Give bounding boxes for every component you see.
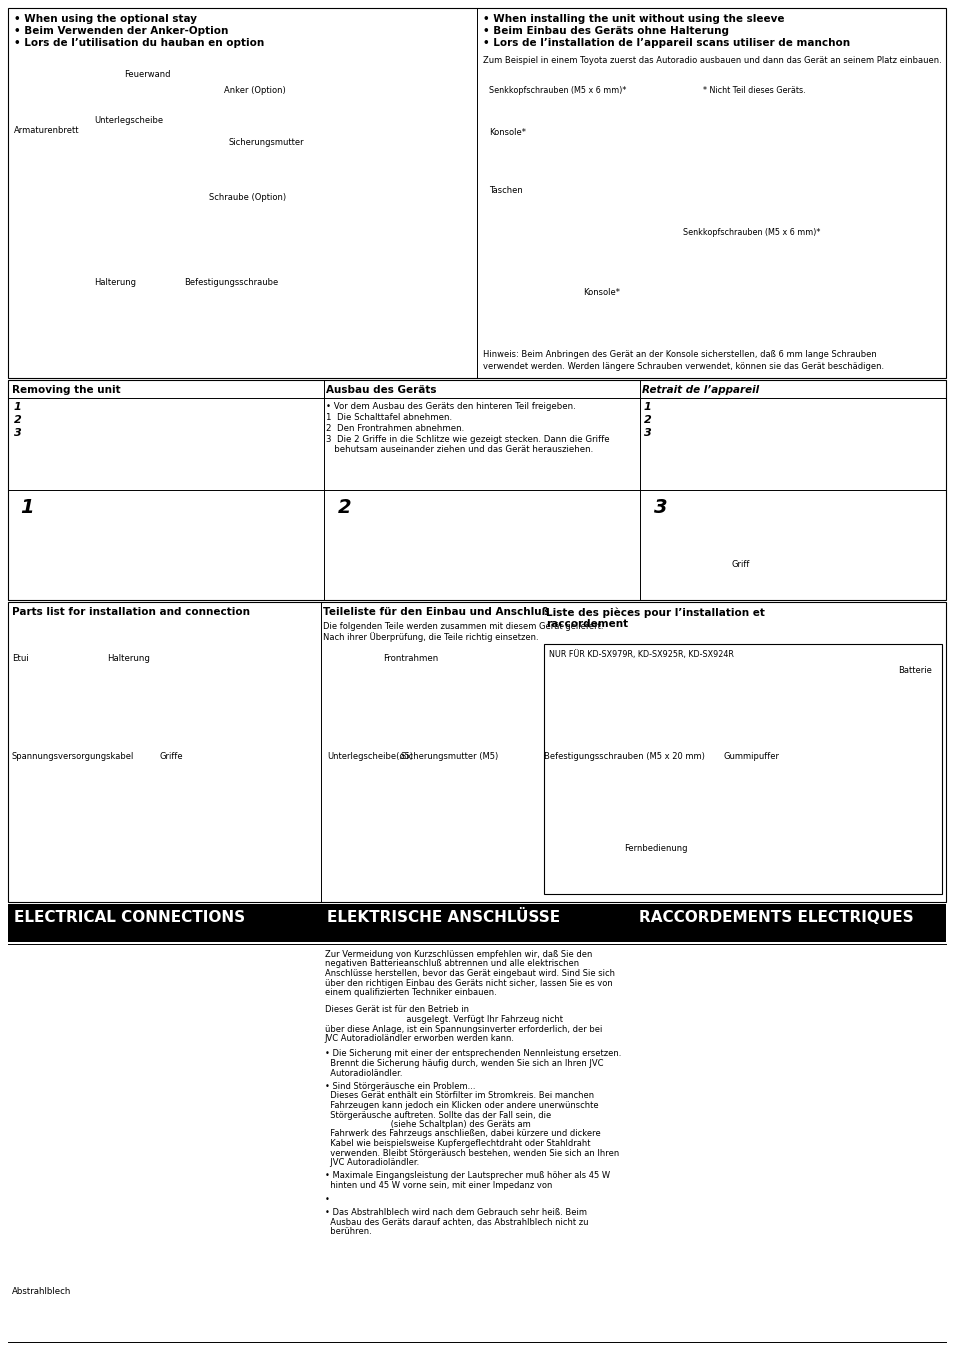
Text: Kabel wie beispielsweise Kupfergeflechtdraht oder Stahldraht: Kabel wie beispielsweise Kupfergeflechtd… [324, 1139, 590, 1147]
Text: Anker (Option): Anker (Option) [224, 86, 286, 95]
Text: Spannungsversorgungskabel: Spannungsversorgungskabel [12, 752, 134, 761]
Text: 2: 2 [337, 498, 352, 517]
Text: negativen Batterieanschluß abtrennen und alle elektrischen: negativen Batterieanschluß abtrennen und… [324, 960, 578, 968]
Text: Retrait de l’appareil: Retrait de l’appareil [641, 385, 759, 396]
Text: Schraube (Option): Schraube (Option) [209, 193, 286, 202]
Text: Liste des pièces pour l’installation et: Liste des pièces pour l’installation et [545, 608, 764, 617]
Text: 3  Die 2 Griffe in die Schlitze wie gezeigt stecken. Dann die Griffe
   behutsam: 3 Die 2 Griffe in die Schlitze wie gezei… [326, 435, 609, 455]
Bar [8, 904, 320, 942]
Text: einem qualifizierten Techniker einbauen.: einem qualifizierten Techniker einbauen. [324, 988, 496, 998]
Bar [633, 904, 945, 942]
Text: Batterie: Batterie [897, 666, 931, 675]
Text: • When using the optional stay: • When using the optional stay [14, 14, 196, 24]
Text: Nach ihrer Überprüfung, die Teile richtig einsetzen.: Nach ihrer Überprüfung, die Teile richti… [323, 632, 538, 641]
Text: Halterung: Halterung [107, 653, 150, 663]
Text: JVC Autoradioländler erworben werden kann.: JVC Autoradioländler erworben werden kan… [324, 1034, 514, 1044]
Text: Griff: Griff [731, 560, 750, 568]
Text: • Lors de l’installation de l’appareil scans utiliser de manchon: • Lors de l’installation de l’appareil s… [482, 38, 849, 49]
Text: NUR FÜR KD-SX979R, KD-SX925R, KD-SX924R: NUR FÜR KD-SX979R, KD-SX925R, KD-SX924R [548, 649, 733, 659]
Text: •: • [324, 1195, 329, 1203]
Text: Teileliste für den Einbau und Anschluß: Teileliste für den Einbau und Anschluß [323, 608, 549, 617]
Text: • Beim Verwenden der Anker-Option: • Beim Verwenden der Anker-Option [14, 26, 228, 36]
Text: Fernbedienung: Fernbedienung [623, 844, 687, 853]
Text: Brennt die Sicherung häufig durch, wenden Sie sich an Ihren JVC: Brennt die Sicherung häufig durch, wende… [324, 1058, 602, 1068]
Text: Frontrahmen: Frontrahmen [382, 653, 437, 663]
Text: Fahrwerk des Fahrzeugs anschließen, dabei kürzere und dickere: Fahrwerk des Fahrzeugs anschließen, dabe… [324, 1130, 599, 1138]
Text: Fahrzeugen kann jedoch ein Klicken oder andere unerwünschte: Fahrzeugen kann jedoch ein Klicken oder … [324, 1102, 598, 1110]
Text: Feuerwand: Feuerwand [124, 70, 171, 80]
Text: Die folgenden Teile werden zusammen mit diesem Gerät geliefert.: Die folgenden Teile werden zusammen mit … [323, 622, 603, 630]
Text: Konsole*: Konsole* [582, 288, 619, 297]
Text: • Vor dem Ausbau des Geräts den hinteren Teil freigeben.: • Vor dem Ausbau des Geräts den hinteren… [326, 402, 576, 410]
Text: * Nicht Teil dieses Geräts.: * Nicht Teil dieses Geräts. [702, 86, 804, 95]
Bar [8, 8, 945, 378]
Text: JVC Autoradioländler.: JVC Autoradioländler. [324, 1158, 418, 1166]
Text: Zum Beispiel in einem Toyota zuerst das Autoradio ausbauen und dann das Gerät an: Zum Beispiel in einem Toyota zuerst das … [482, 55, 941, 65]
Text: verwendet werden. Werden längere Schrauben verwendet, können sie das Gerät besch: verwendet werden. Werden längere Schraub… [482, 362, 883, 371]
Text: Sicherungsmutter: Sicherungsmutter [229, 138, 304, 147]
Text: Parts list for installation and connection: Parts list for installation and connecti… [12, 608, 250, 617]
Text: raccordement: raccordement [545, 620, 627, 629]
Text: ELEKTRISCHE ANSCHLÜSSE: ELEKTRISCHE ANSCHLÜSSE [326, 910, 559, 925]
Text: Taschen: Taschen [489, 186, 522, 194]
Text: Senkkopfschrauben (M5 x 6 mm)*: Senkkopfschrauben (M5 x 6 mm)* [682, 228, 820, 238]
Text: • Maximale Eingangsleistung der Lautsprecher muß höher als 45 W: • Maximale Eingangsleistung der Lautspre… [324, 1172, 609, 1180]
Text: 2: 2 [14, 414, 22, 425]
Text: • Die Sicherung mit einer der entsprechenden Nennleistung ersetzen.: • Die Sicherung mit einer der entspreche… [324, 1049, 620, 1058]
Text: ausgelegt. Verfügt Ihr Fahrzeug nicht: ausgelegt. Verfügt Ihr Fahrzeug nicht [324, 1015, 562, 1025]
Text: 3: 3 [14, 428, 22, 437]
Text: 3: 3 [654, 498, 667, 517]
Text: über diese Anlage, ist ein Spannungsinverter erforderlich, der bei: über diese Anlage, ist ein Spannungsinve… [324, 1025, 601, 1034]
Text: 1: 1 [14, 402, 22, 412]
Text: Etui: Etui [12, 653, 29, 663]
Text: • Lors de l’utilisation du hauban en option: • Lors de l’utilisation du hauban en opt… [14, 38, 264, 49]
Bar [8, 379, 945, 599]
Text: Halterung: Halterung [94, 278, 136, 288]
Text: Störgeräusche auftreten. Sollte das der Fall sein, die: Störgeräusche auftreten. Sollte das der … [324, 1111, 550, 1119]
Text: Abstrahlblech: Abstrahlblech [12, 1287, 71, 1296]
Text: Autoradioländler.: Autoradioländler. [324, 1068, 402, 1077]
Text: Zur Vermeidung von Kurzschlüssen empfehlen wir, daß Sie den: Zur Vermeidung von Kurzschlüssen empfehl… [324, 950, 592, 958]
Text: 1: 1 [20, 498, 33, 517]
Text: Befestigungsschrauben (M5 x 20 mm): Befestigungsschrauben (M5 x 20 mm) [543, 752, 704, 761]
Text: Hinweis: Beim Anbringen des Gerät an der Konsole sicherstellen, daß 6 mm lange S: Hinweis: Beim Anbringen des Gerät an der… [482, 350, 876, 359]
Text: • When installing the unit without using the sleeve: • When installing the unit without using… [482, 14, 783, 24]
Text: Sicherungsmutter (M5): Sicherungsmutter (M5) [400, 752, 497, 761]
Text: Ausbau des Geräts: Ausbau des Geräts [326, 385, 436, 396]
Text: • Sind Störgeräusche ein Problem...: • Sind Störgeräusche ein Problem... [324, 1081, 475, 1091]
Text: 1  Die Schalttafel abnehmen.: 1 Die Schalttafel abnehmen. [326, 413, 452, 423]
Text: Unterlegscheibe: Unterlegscheibe [94, 116, 163, 126]
Text: 2: 2 [643, 414, 651, 425]
Text: (siehe Schaltplan) des Geräts am: (siehe Schaltplan) des Geräts am [324, 1120, 530, 1129]
Text: Unterlegscheibe(ø5): Unterlegscheibe(ø5) [327, 752, 413, 761]
Text: 1: 1 [643, 402, 651, 412]
Text: 2  Den Frontrahmen abnehmen.: 2 Den Frontrahmen abnehmen. [326, 424, 464, 433]
Text: hinten und 45 W vorne sein, mit einer Impedanz von: hinten und 45 W vorne sein, mit einer Im… [324, 1181, 552, 1189]
Text: berühren.: berühren. [324, 1227, 371, 1237]
Text: • Beim Einbau des Geräts ohne Halterung: • Beim Einbau des Geräts ohne Halterung [482, 26, 728, 36]
Text: Griffe: Griffe [160, 752, 183, 761]
Bar [543, 644, 941, 894]
Text: Ausbau des Geräts darauf achten, das Abstrahlblech nicht zu: Ausbau des Geräts darauf achten, das Abs… [324, 1218, 588, 1227]
Bar [8, 602, 945, 902]
Text: Anschlüsse herstellen, bevor das Gerät eingebaut wird. Sind Sie sich: Anschlüsse herstellen, bevor das Gerät e… [324, 969, 614, 977]
Text: Konsole*: Konsole* [489, 128, 525, 136]
Text: über den richtigen Einbau des Geräts nicht sicher, lassen Sie es von: über den richtigen Einbau des Geräts nic… [324, 979, 612, 987]
Text: • Das Abstrahlblech wird nach dem Gebrauch sehr heiß. Beim: • Das Abstrahlblech wird nach dem Gebrau… [324, 1208, 586, 1216]
Text: Senkkopfschrauben (M5 x 6 mm)*: Senkkopfschrauben (M5 x 6 mm)* [489, 86, 626, 95]
Text: Befestigungsschraube: Befestigungsschraube [184, 278, 278, 288]
Text: Gummipuffer: Gummipuffer [723, 752, 780, 761]
Bar [320, 904, 633, 942]
Text: Removing the unit: Removing the unit [12, 385, 120, 396]
Text: ELECTRICAL CONNECTIONS: ELECTRICAL CONNECTIONS [14, 910, 245, 925]
Text: Dieses Gerät ist für den Betrieb in: Dieses Gerät ist für den Betrieb in [324, 1006, 468, 1014]
Text: Armaturenbrett: Armaturenbrett [14, 126, 79, 135]
Text: Dieses Gerät enthält ein Störfilter im Stromkreis. Bei manchen: Dieses Gerät enthält ein Störfilter im S… [324, 1092, 593, 1100]
Text: RACCORDEMENTS ELECTRIQUES: RACCORDEMENTS ELECTRIQUES [639, 910, 913, 925]
Text: 3: 3 [643, 428, 651, 437]
Text: verwenden. Bleibt Störgeräusch bestehen, wenden Sie sich an Ihren: verwenden. Bleibt Störgeräusch bestehen,… [324, 1149, 618, 1157]
